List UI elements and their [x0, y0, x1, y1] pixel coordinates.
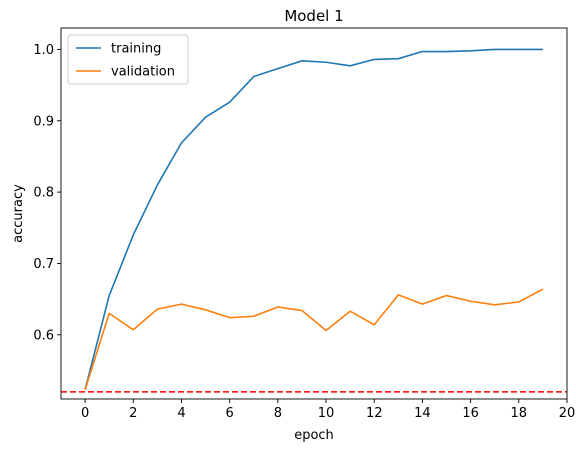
y-tick-label: 0.8 — [33, 186, 54, 201]
y-tick-label: 1.0 — [33, 43, 54, 58]
x-tick-label: 0 — [81, 406, 89, 421]
x-tick-label: 8 — [274, 406, 282, 421]
y-tick-label: 0.7 — [33, 257, 54, 272]
x-tick-label: 14 — [414, 406, 431, 421]
x-tick-label: 12 — [366, 406, 383, 421]
x-tick-label: 18 — [511, 406, 528, 421]
y-tick-label: 0.9 — [33, 114, 54, 129]
chart-title: Model 1 — [284, 7, 343, 25]
plot-area — [61, 48, 567, 393]
x-tick-label: 4 — [177, 406, 185, 421]
legend-label-training: training — [111, 42, 161, 57]
x-tick-label: 16 — [462, 406, 479, 421]
x-axis-ticks: 0 2 4 6 8 10 12 14 16 18 20 — [81, 399, 575, 421]
series-line-training — [84, 48, 543, 390]
y-axis-ticks: 0.6 0.7 0.8 0.9 1.0 — [33, 43, 61, 343]
plot-frame — [60, 27, 568, 400]
y-tick-label: 0.6 — [33, 328, 54, 343]
y-axis-label: accuracy — [11, 184, 26, 243]
x-axis-label: epoch — [294, 428, 334, 443]
axes — [60, 27, 568, 400]
legend: training validation — [67, 34, 189, 85]
legend-label-validation: validation — [111, 65, 175, 80]
series-line-validation — [84, 288, 544, 390]
x-tick-label: 10 — [318, 406, 335, 421]
x-tick-label: 20 — [559, 406, 576, 421]
x-tick-label: 2 — [129, 406, 137, 421]
x-tick-label: 6 — [226, 406, 234, 421]
